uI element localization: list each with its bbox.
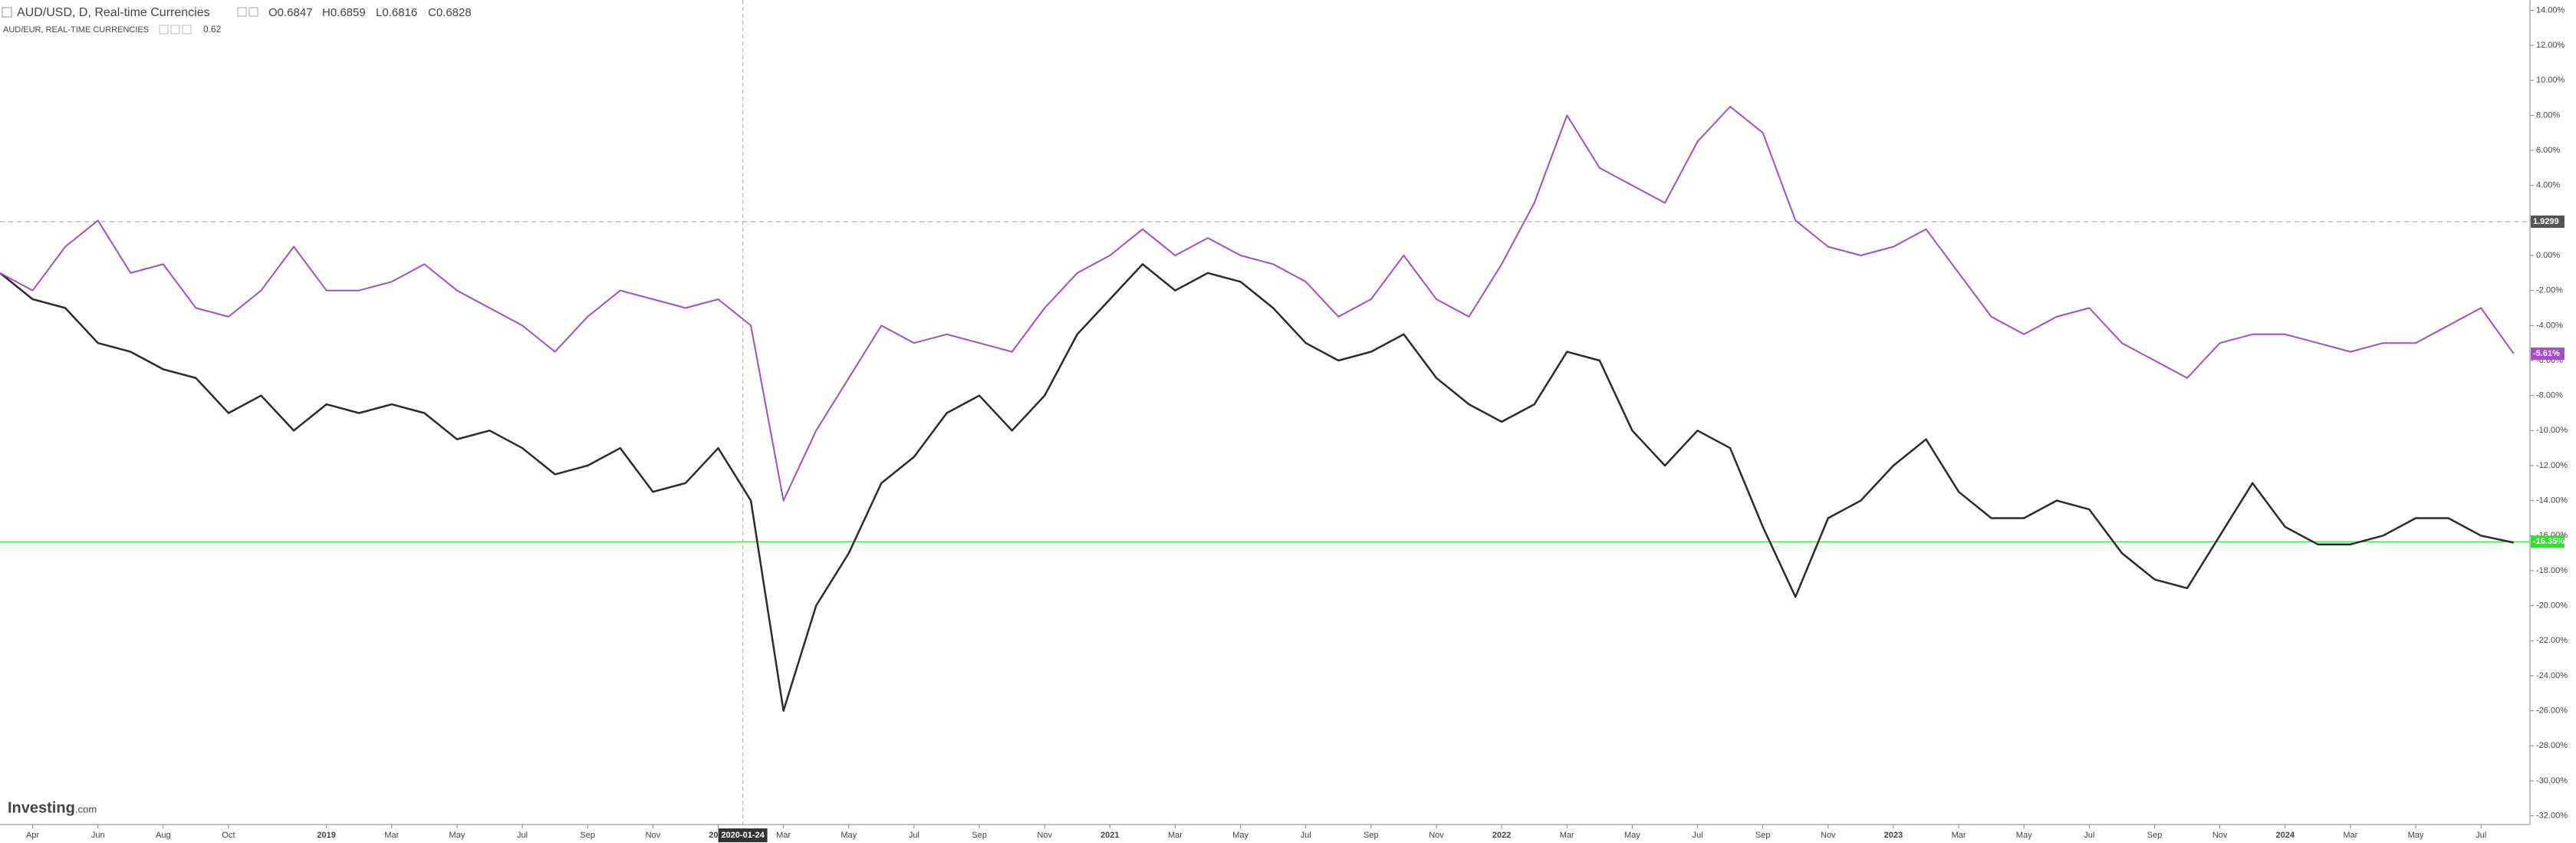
compare-title: AUD/EUR, REAL-TIME CURRENCIES	[3, 25, 149, 35]
collapse-icon[interactable]	[2, 7, 12, 18]
settings-icon[interactable]	[237, 7, 247, 17]
x-tick-label: Mar	[1952, 831, 1966, 840]
x-tick-label: Jul	[2476, 831, 2486, 840]
ohlc-open: O0.6847	[268, 6, 313, 19]
y-tick-label: -12.00%	[2536, 461, 2568, 470]
series-line	[0, 106, 2515, 502]
y-tick-label: 6.00%	[2536, 146, 2560, 155]
y-tick-label: 0.00%	[2536, 251, 2560, 260]
symbol-title: AUD/USD, D, Real-time Currencies	[17, 6, 210, 19]
y-tick-label: -2.00%	[2536, 286, 2563, 295]
y-tick-label: -8.00%	[2536, 391, 2563, 400]
x-tick-label: Mar	[384, 831, 399, 840]
y-tick-label: -22.00%	[2536, 636, 2568, 645]
price-label-box	[2531, 535, 2564, 548]
x-tick-label: Sep	[580, 831, 595, 840]
y-tick-label: 14.00%	[2536, 5, 2565, 15]
y-tick-label: -28.00%	[2536, 741, 2568, 750]
x-tick-label: Mar	[776, 831, 791, 840]
y-tick-label: -26.00%	[2536, 706, 2568, 716]
x-tick-label: Jun	[91, 831, 105, 840]
x-tick-label: May	[2408, 831, 2424, 840]
ohlc-close: C0.6828	[428, 6, 472, 19]
x-tick-label: Jul	[1692, 831, 1703, 840]
x-tick-label: Sep	[2147, 831, 2163, 840]
y-tick-label: -10.00%	[2536, 426, 2568, 435]
logo-suffix: .com	[75, 803, 97, 815]
x-tick-label: Oct	[222, 831, 235, 840]
x-tick-label: 2022	[1492, 831, 1511, 840]
y-tick-label: -18.00%	[2536, 566, 2568, 575]
crosshair-label: 2020-01-24	[721, 831, 765, 840]
x-tick-label: Jul	[2084, 831, 2094, 840]
compare-icon[interactable]	[170, 25, 180, 35]
ohlc-high: H0.6859	[322, 6, 366, 19]
price-label: -5.61%	[2533, 349, 2560, 358]
y-tick-label: 10.00%	[2536, 76, 2565, 85]
x-tick-label: Mar	[1168, 831, 1183, 840]
x-tick-label: 2019	[317, 831, 335, 840]
x-tick-label: Apr	[26, 831, 39, 840]
x-tick-label: May	[841, 831, 857, 840]
x-tick-label: Nov	[1037, 831, 1052, 840]
compare-icon[interactable]	[159, 25, 169, 35]
ohlc-low: L0.6816	[376, 6, 417, 19]
y-tick-label: -20.00%	[2536, 601, 2568, 611]
x-tick-label: May	[1232, 831, 1249, 840]
close-icon[interactable]	[248, 7, 258, 17]
x-tick-label: Nov	[646, 831, 661, 840]
y-tick-label: -4.00%	[2536, 321, 2563, 330]
x-tick-label: Sep	[1364, 831, 1379, 840]
y-tick-label: 8.00%	[2536, 110, 2560, 120]
x-tick-label: May	[2016, 831, 2032, 840]
x-tick-label: Nov	[2212, 831, 2228, 840]
price-label-box	[2531, 215, 2564, 228]
x-tick-label: Mar	[1560, 831, 1574, 840]
x-tick-label: Jul	[517, 831, 528, 840]
y-tick-label: -30.00%	[2536, 776, 2568, 785]
x-tick-label: May	[1624, 831, 1640, 840]
compare-icon[interactable]	[182, 25, 192, 35]
series-line	[0, 263, 2514, 712]
x-tick-label: Jul	[1301, 831, 1311, 840]
y-tick-label: -32.00%	[2536, 811, 2568, 820]
price-label-box	[2531, 347, 2564, 361]
logo: Investing	[8, 799, 75, 816]
price-label: 1.9299	[2533, 217, 2559, 226]
y-tick-label: 4.00%	[2536, 181, 2560, 190]
y-tick-label: 12.00%	[2536, 41, 2565, 50]
x-tick-label: 2023	[1884, 831, 1903, 840]
y-tick-label: -14.00%	[2536, 496, 2568, 505]
x-tick-label: Sep	[972, 831, 987, 840]
x-tick-label: 2024	[2275, 831, 2295, 840]
price-label: -16.35%	[2533, 537, 2564, 546]
x-tick-label: Aug	[156, 831, 171, 840]
x-tick-label: Nov	[1821, 831, 1836, 840]
x-tick-label: Sep	[1755, 831, 1771, 840]
x-tick-label: Nov	[1429, 831, 1444, 840]
x-tick-label: 2021	[1100, 831, 1119, 840]
x-tick-label: May	[449, 831, 466, 840]
crosshair-label-box	[718, 828, 768, 842]
compare-value: 0.62	[203, 24, 222, 35]
y-tick-label: -24.00%	[2536, 671, 2568, 680]
x-tick-label: Jul	[909, 831, 920, 840]
x-tick-label: Mar	[2343, 831, 2357, 840]
